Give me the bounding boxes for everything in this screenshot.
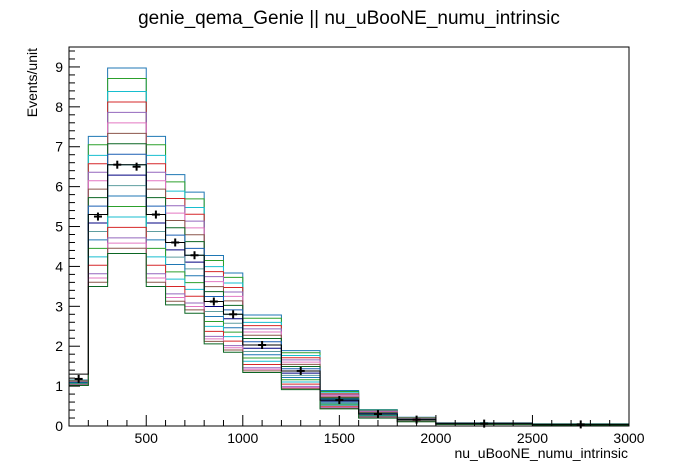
universe-histogram [68, 174, 630, 426]
universe-histogram [68, 164, 630, 426]
x-tick-label: 3000 [613, 430, 644, 446]
y-axis-label: Events/unit [24, 48, 40, 117]
universe-histogram [68, 67, 630, 426]
universe-histogram [68, 153, 630, 426]
universe-histogram [68, 91, 630, 426]
x-tick-label: 2000 [420, 430, 451, 446]
data-points [74, 160, 585, 429]
y-tick-label: 1 [55, 378, 63, 394]
universe-histogram [68, 253, 630, 426]
y-tick-label: 6 [55, 179, 63, 195]
chart-title: genie_qema_Genie || nu_uBooNE_numu_intri… [138, 8, 560, 29]
plot-frame [68, 46, 630, 427]
universe-histogram [68, 132, 630, 426]
y-tick-label: 3 [55, 298, 63, 314]
universe-histogram [68, 143, 630, 426]
universe-histogram [68, 185, 630, 426]
y-tick-label: 0 [55, 418, 63, 434]
y-tick-label: 9 [55, 59, 63, 75]
x-tick-label: 2500 [517, 430, 548, 446]
universe-histogram [68, 122, 630, 426]
y-tick-label: 8 [55, 99, 63, 115]
universe-histograms [68, 67, 630, 426]
y-tick-label: 4 [55, 258, 63, 274]
y-tick-label: 2 [55, 338, 63, 354]
x-axis: 500 1000 1500 2000 2500 3000 [68, 415, 645, 446]
x-axis-label: nu_uBooNE_numu_intrinsic [454, 445, 628, 461]
nominal-histogram [68, 164, 630, 426]
x-tick-label: 1000 [227, 430, 258, 446]
nominal-histogram-line [68, 164, 630, 426]
universe-histogram [68, 101, 630, 426]
universe-histogram [68, 111, 630, 426]
x-tick-label: 500 [135, 430, 159, 446]
universe-histogram [68, 77, 630, 426]
x-tick-label: 1500 [324, 430, 355, 446]
y-tick-label: 5 [55, 219, 63, 235]
y-axis: 0 1 2 3 4 5 6 7 8 9 [55, 50, 80, 434]
y-tick-label: 7 [55, 139, 63, 155]
